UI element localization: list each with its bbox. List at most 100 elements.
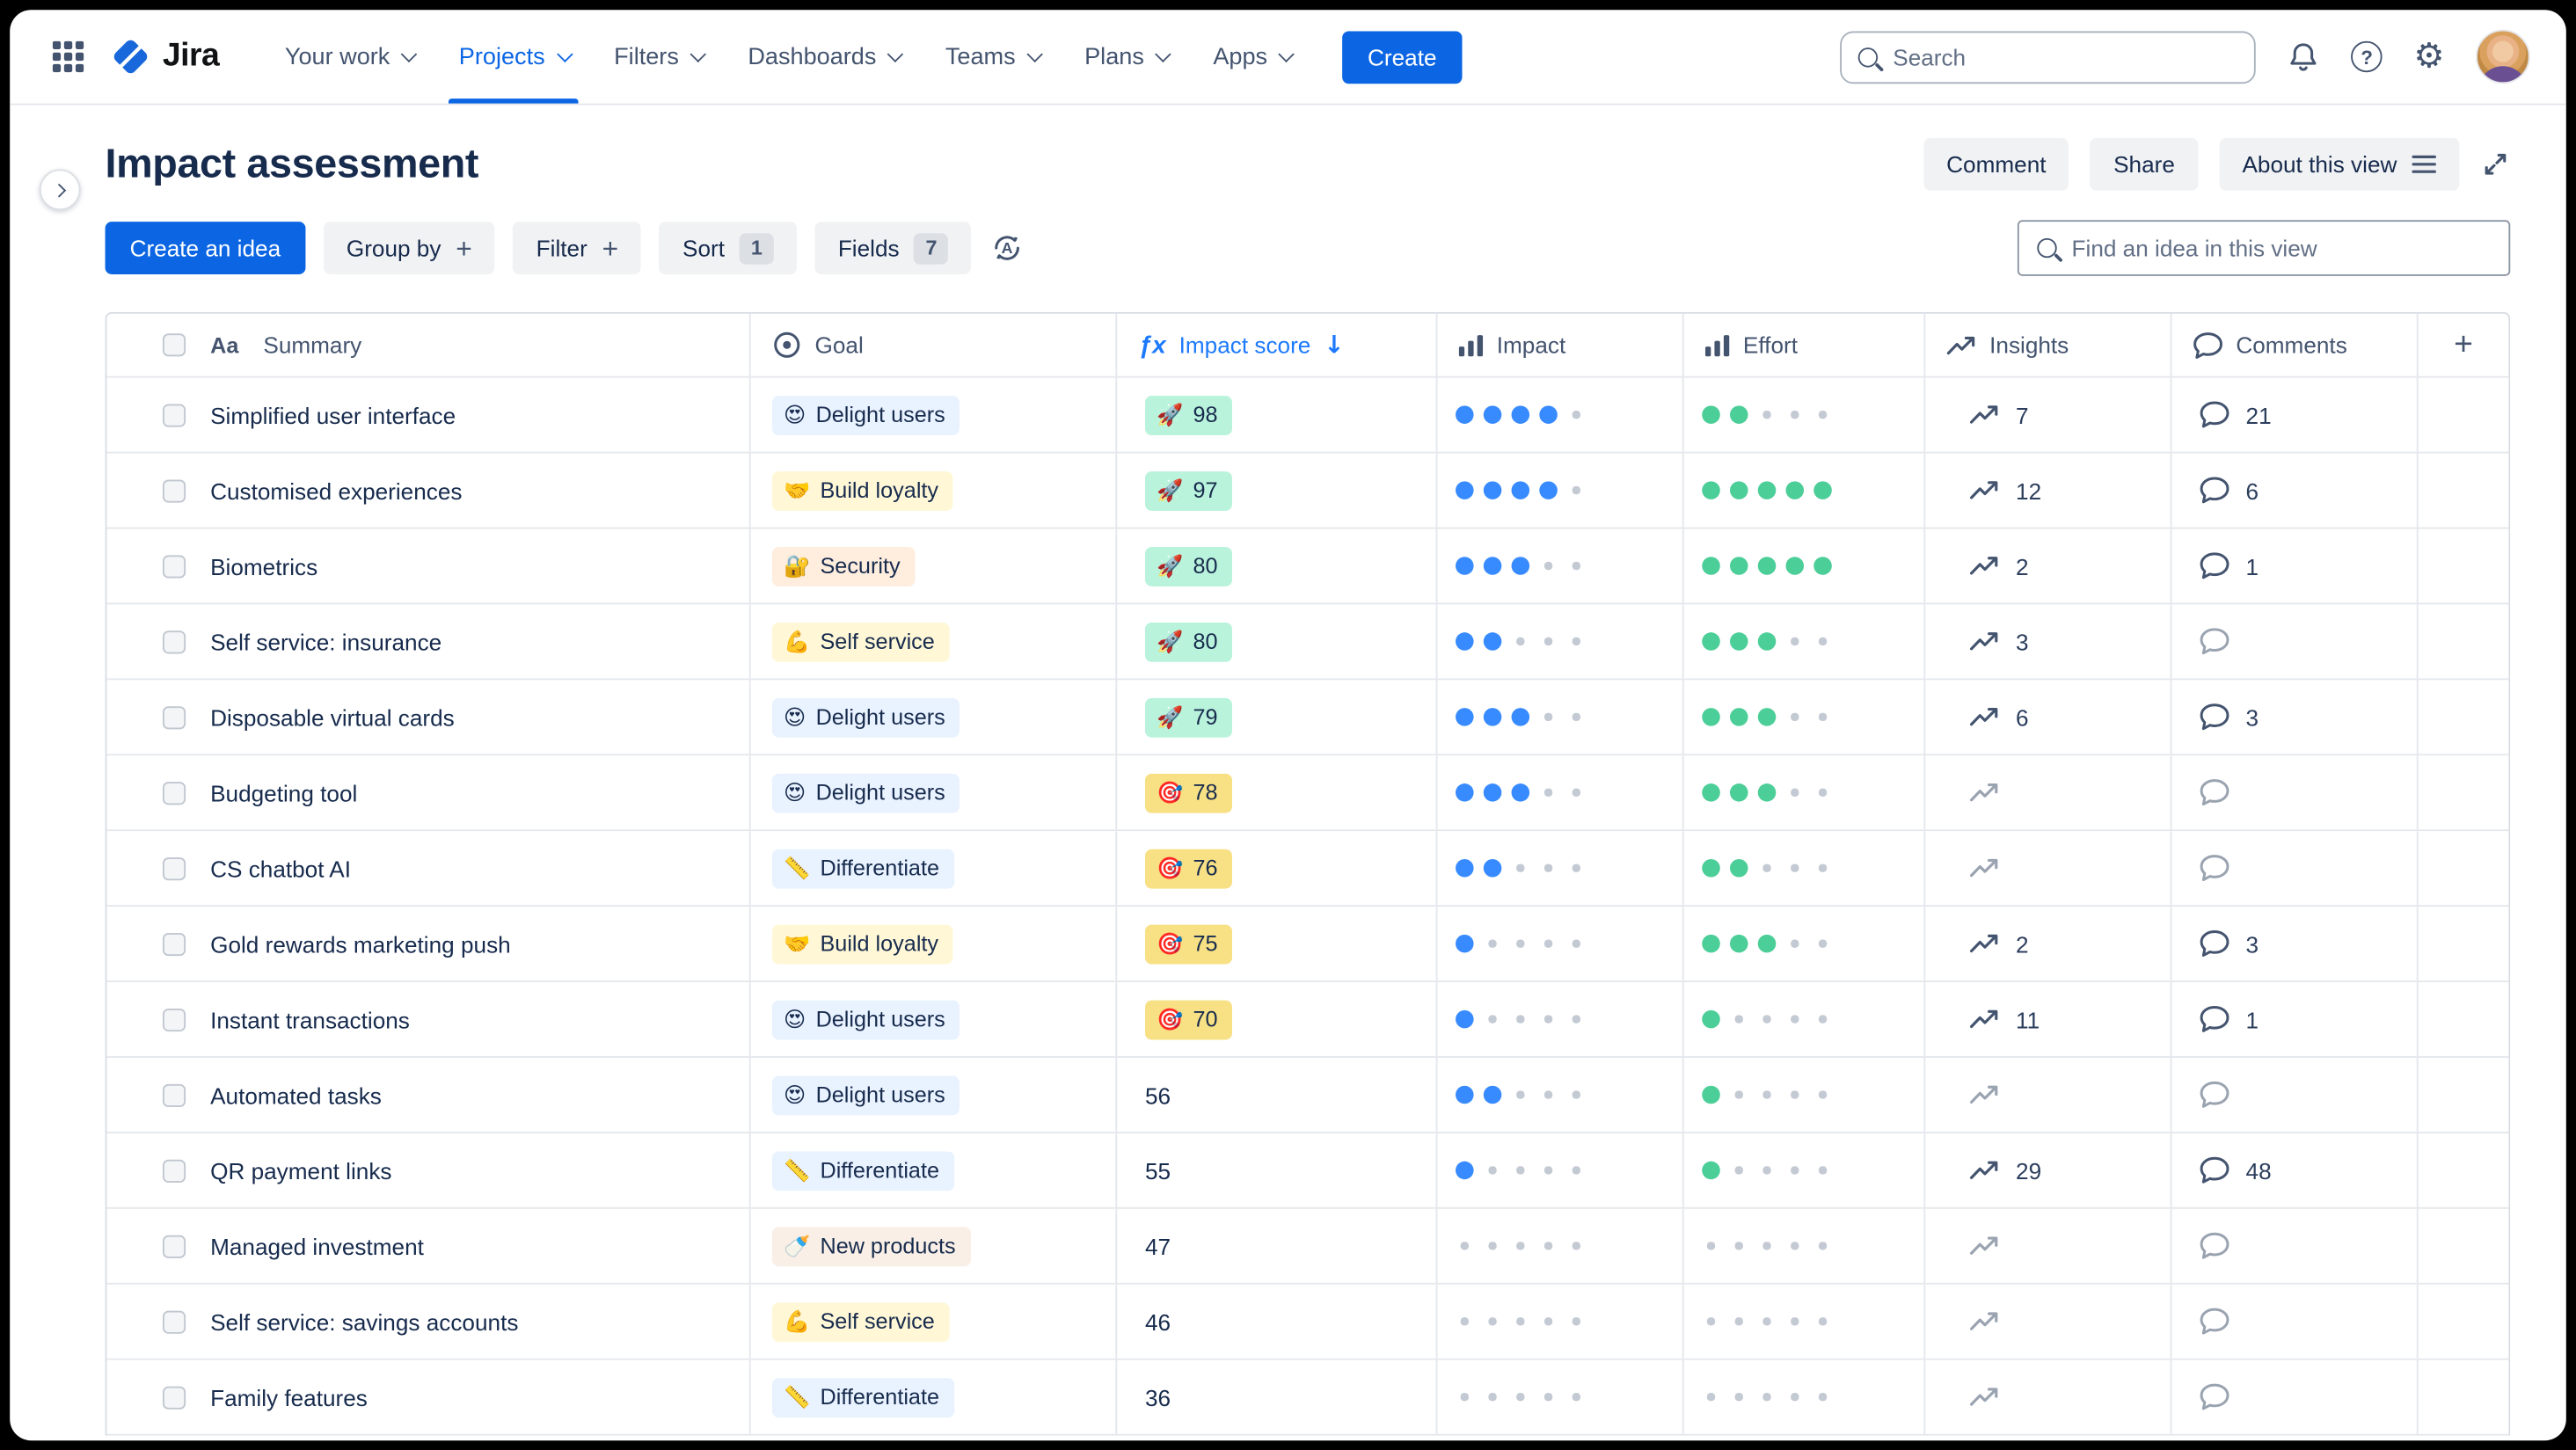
nav-item-teams[interactable]: Teams (923, 10, 1062, 103)
goal-cell[interactable]: 😍 Delight users (751, 982, 1118, 1057)
group-by-button[interactable]: Group by (323, 222, 495, 274)
summary-cell[interactable]: Biometrics (106, 528, 751, 603)
impact-score-cell[interactable]: 🚀 97 (1117, 453, 1438, 528)
goal-cell[interactable]: 📏 Differentiate (751, 1133, 1118, 1207)
nav-item-filters[interactable]: Filters (591, 10, 725, 103)
row-checkbox[interactable] (162, 1008, 186, 1031)
summary-cell[interactable]: Instant transactions (106, 982, 751, 1057)
comments-cell[interactable]: 6 (2171, 453, 2419, 528)
impact-score-cell[interactable]: 🎯 75 (1117, 907, 1438, 981)
effort-cell[interactable] (1684, 1359, 1926, 1434)
effort-cell[interactable] (1684, 1057, 1926, 1133)
row-checkbox[interactable] (162, 1158, 186, 1183)
impact-score-cell[interactable]: 🚀 98 (1117, 377, 1438, 452)
comments-cell[interactable]: 1 (2171, 982, 2419, 1057)
table-row[interactable]: Customised experiences 🤝 Build loyalty 🚀 97 1… (106, 453, 2509, 529)
table-row[interactable]: Instant transactions 😍 Delight users 🎯 70 11 1 (106, 982, 2509, 1058)
effort-cell[interactable] (1684, 1133, 1926, 1207)
summary-cell[interactable]: Self service: insurance (106, 604, 751, 679)
row-checkbox[interactable] (162, 1082, 186, 1107)
impact-score-cell[interactable]: 55 (1117, 1133, 1438, 1207)
select-all-checkbox[interactable] (162, 333, 186, 357)
table-row[interactable]: QR payment links 📏 Differentiate 55 29 48 (106, 1133, 2509, 1209)
summary-cell[interactable]: Automated tasks (106, 1057, 751, 1133)
summary-cell[interactable]: Budgeting tool (106, 755, 751, 830)
table-row[interactable]: Gold rewards marketing push 🤝 Build loyalt… (106, 907, 2509, 983)
notifications-button[interactable] (2288, 40, 2320, 73)
insights-cell[interactable]: 6 (1925, 680, 2172, 754)
summary-cell[interactable]: Gold rewards marketing push (106, 907, 751, 981)
insights-cell[interactable]: 2 (1925, 528, 2172, 603)
column-header-summary[interactable]: Summary (106, 313, 751, 376)
filter-button[interactable]: Filter (513, 222, 642, 274)
settings-button[interactable] (2413, 40, 2444, 74)
column-header-impact-score[interactable]: Impact score (1117, 313, 1438, 376)
insights-cell[interactable] (1925, 1057, 2172, 1133)
impact-cell[interactable] (1437, 1057, 1684, 1133)
row-checkbox[interactable] (162, 630, 186, 653)
comments-cell[interactable] (2171, 604, 2419, 679)
nav-item-plans[interactable]: Plans (1062, 10, 1190, 103)
effort-cell[interactable] (1684, 1208, 1926, 1283)
nav-item-dashboards[interactable]: Dashboards (725, 10, 923, 103)
table-row[interactable]: Managed investment 🍼 New products 47 (106, 1208, 2509, 1285)
insights-cell[interactable]: 12 (1925, 453, 2172, 528)
comments-cell[interactable] (2171, 1359, 2419, 1434)
auto-sort-button[interactable]: A (989, 230, 1025, 266)
impact-score-cell[interactable]: 🎯 76 (1117, 831, 1438, 906)
effort-cell[interactable] (1684, 831, 1926, 906)
effort-cell[interactable] (1684, 1284, 1926, 1359)
insights-cell[interactable] (1925, 1208, 2172, 1283)
effort-cell[interactable] (1684, 604, 1926, 679)
table-row[interactable]: CS chatbot AI 📏 Differentiate 🎯 76 (106, 831, 2509, 907)
summary-cell[interactable]: Customised experiences (106, 453, 751, 528)
nav-item-projects[interactable]: Projects (436, 10, 591, 104)
table-row[interactable]: Automated tasks 😍 Delight users 56 (106, 1057, 2509, 1133)
row-checkbox[interactable] (162, 403, 186, 426)
impact-cell[interactable] (1437, 680, 1684, 754)
comments-cell[interactable] (2171, 1057, 2419, 1133)
about-this-view-button[interactable]: About this view (2219, 137, 2460, 191)
insights-cell[interactable]: 29 (1925, 1133, 2172, 1207)
insights-cell[interactable] (1925, 755, 2172, 830)
impact-cell[interactable] (1437, 907, 1684, 981)
impact-cell[interactable] (1437, 982, 1684, 1057)
insights-cell[interactable] (1925, 831, 2172, 906)
create-idea-button[interactable]: Create an idea (105, 222, 306, 274)
row-checkbox[interactable] (162, 554, 186, 578)
column-header-comments[interactable]: Comments (2171, 313, 2419, 376)
impact-cell[interactable] (1437, 1133, 1684, 1207)
summary-cell[interactable]: CS chatbot AI (106, 831, 751, 906)
goal-cell[interactable]: 🤝 Build loyalty (751, 453, 1118, 528)
goal-cell[interactable]: 🤝 Build loyalty (751, 907, 1118, 981)
comments-cell[interactable] (2171, 1284, 2419, 1359)
row-checkbox[interactable] (162, 932, 186, 956)
table-row[interactable]: Simplified user interface 😍 Delight users 🚀… (106, 377, 2509, 454)
impact-cell[interactable] (1437, 528, 1684, 603)
share-button[interactable]: Share (2090, 137, 2199, 191)
goal-cell[interactable]: 💪 Self service (751, 1284, 1118, 1359)
impact-cell[interactable] (1437, 1284, 1684, 1359)
user-avatar[interactable] (2476, 29, 2530, 84)
comments-cell[interactable] (2171, 1208, 2419, 1283)
impact-cell[interactable] (1437, 831, 1684, 906)
comments-cell[interactable] (2171, 755, 2419, 830)
insights-cell[interactable]: 2 (1925, 907, 2172, 981)
impact-score-cell[interactable]: 56 (1117, 1057, 1438, 1133)
impact-score-cell[interactable]: 46 (1117, 1284, 1438, 1359)
insights-cell[interactable] (1925, 1284, 2172, 1359)
effort-cell[interactable] (1684, 453, 1926, 528)
row-checkbox[interactable] (162, 1309, 186, 1333)
impact-score-cell[interactable]: 🚀 80 (1117, 604, 1438, 679)
goal-cell[interactable]: 🍼 New products (751, 1208, 1118, 1283)
effort-cell[interactable] (1684, 982, 1926, 1057)
table-row[interactable]: Self service: savings accounts 💪 Self serv… (106, 1284, 2509, 1360)
impact-score-cell[interactable]: 🚀 79 (1117, 680, 1438, 754)
row-checkbox[interactable] (162, 781, 186, 805)
summary-cell[interactable]: QR payment links (106, 1133, 751, 1207)
sort-button[interactable]: Sort 1 (659, 222, 798, 274)
add-column-button[interactable] (2419, 314, 2509, 376)
table-row[interactable]: Budgeting tool 😍 Delight users 🎯 78 (106, 755, 2509, 832)
table-row[interactable]: Biometrics 🔐 Security 🚀 80 2 1 (106, 528, 2509, 605)
row-checkbox[interactable] (162, 1234, 186, 1257)
